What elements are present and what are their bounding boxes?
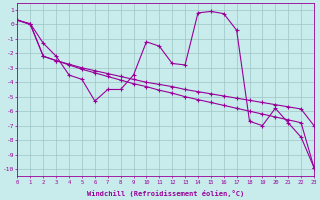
X-axis label: Windchill (Refroidissement éolien,°C): Windchill (Refroidissement éolien,°C) xyxy=(87,190,244,197)
